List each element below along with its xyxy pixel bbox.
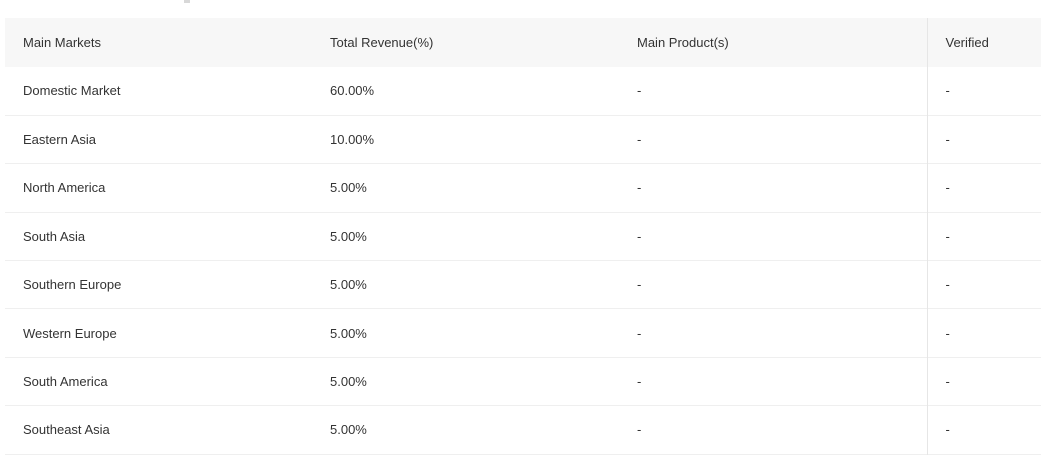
cell-verified: - bbox=[926, 308, 1041, 358]
cell-verified: - bbox=[926, 357, 1041, 406]
cell-market: North America bbox=[23, 180, 106, 196]
table-row: Eastern Asia 10.00% - - bbox=[5, 115, 1041, 164]
cell-market: Western Europe bbox=[23, 325, 117, 341]
cell-revenue: 5.00% bbox=[330, 180, 367, 196]
header-verified: Verified bbox=[926, 18, 1041, 67]
header-main-products: Main Product(s) bbox=[637, 35, 729, 50]
cell-verified: - bbox=[926, 67, 1041, 116]
cell-market: South America bbox=[23, 374, 108, 390]
table-row: Southeast Asia 5.00% - - bbox=[5, 405, 1041, 455]
header-main-markets: Main Markets bbox=[23, 35, 102, 50]
table-body: Domestic Market 60.00% - - Eastern Asia … bbox=[5, 67, 1041, 455]
header-total-revenue: Total Revenue(%) bbox=[330, 35, 434, 50]
table-row: South Asia 5.00% - - bbox=[5, 212, 1041, 261]
cell-revenue: 5.00% bbox=[330, 374, 367, 390]
cell-products: - bbox=[637, 83, 642, 99]
clipped-text-fragment bbox=[184, 0, 190, 3]
cell-verified: - bbox=[926, 260, 1041, 309]
cell-market: Eastern Asia bbox=[23, 132, 96, 148]
cell-products: - bbox=[637, 277, 642, 293]
cell-market: Domestic Market bbox=[23, 83, 121, 99]
cell-products: - bbox=[637, 180, 642, 196]
cell-revenue: 5.00% bbox=[330, 277, 367, 293]
cell-verified: - bbox=[926, 212, 1041, 261]
cell-revenue: 5.00% bbox=[330, 228, 367, 244]
cell-verified: - bbox=[926, 163, 1041, 213]
table-row: Southern Europe 5.00% - - bbox=[5, 260, 1041, 309]
cell-revenue: 5.00% bbox=[330, 325, 367, 341]
cell-revenue: 5.00% bbox=[330, 422, 367, 438]
table-header-row: Main Markets Total Revenue(%) Main Produ… bbox=[5, 18, 1041, 67]
cell-products: - bbox=[637, 132, 642, 148]
cell-products: - bbox=[637, 325, 642, 341]
cell-products: - bbox=[637, 374, 642, 390]
main-markets-table-container: Main Markets Total Revenue(%) Main Produ… bbox=[5, 18, 1041, 455]
cell-market: Southeast Asia bbox=[23, 422, 110, 438]
table-row: South America 5.00% - - bbox=[5, 357, 1041, 406]
cell-products: - bbox=[637, 422, 642, 438]
table-row: Western Europe 5.00% - - bbox=[5, 308, 1041, 358]
cell-market: South Asia bbox=[23, 228, 86, 244]
cell-products: - bbox=[637, 228, 642, 244]
cell-revenue: 60.00% bbox=[330, 83, 375, 99]
cell-verified: - bbox=[926, 115, 1041, 164]
table-header: Main Markets Total Revenue(%) Main Produ… bbox=[5, 18, 1041, 67]
table-row: North America 5.00% - - bbox=[5, 163, 1041, 213]
main-markets-table: Main Markets Total Revenue(%) Main Produ… bbox=[5, 18, 1041, 455]
cell-revenue: 10.00% bbox=[330, 132, 375, 148]
cell-market: Southern Europe bbox=[23, 277, 122, 293]
table-row: Domestic Market 60.00% - - bbox=[5, 67, 1041, 116]
cell-verified: - bbox=[926, 405, 1041, 455]
